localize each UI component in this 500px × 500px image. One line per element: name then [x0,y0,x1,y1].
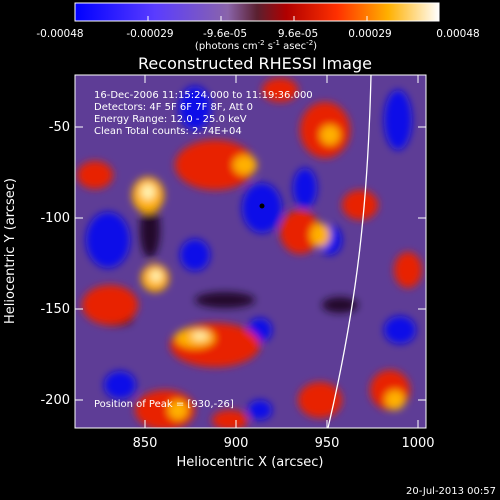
info-block: 16-Dec-2006 11:15:24.000 to 11:19:36.000… [94,90,313,137]
info-time-range: 16-Dec-2006 11:15:24.000 to 11:19:36.000 [94,90,313,101]
info-energy-range: Energy Range: 12.0 - 25.0 keV [94,114,247,125]
plot-frame [74,74,427,429]
info-detectors: Detectors: 4F 5F 6F 7F 8F, Att 0 [94,102,253,113]
x-axis-title: Heliocentric X (arcsec) [177,455,324,470]
colorbar-tick-label: -0.00029 [126,28,173,40]
y-tick-label: -50 [49,120,70,135]
colorbar: -0.00048 -0.00029 -9.6e-05 9.6e-05 0.000… [36,2,480,52]
footer-timestamp: 20-Jul-2013 00:57 [406,486,496,497]
y-tick-label: -200 [40,393,70,408]
x-tick-label: 950 [315,436,340,451]
colorbar-tick-label: 9.6e-05 [278,28,318,40]
peak-marker [259,203,265,209]
info-counts: Clean Total counts: 2.74E+04 [94,126,242,137]
colorbar-tick-label: -9.6e-05 [203,28,247,40]
colorbar-ticks [74,16,440,21]
colorbar-tick-label: 0.00048 [436,28,479,40]
x-tick-label: 900 [224,436,249,451]
axis-ticks [75,75,426,428]
solar-limb [327,75,372,428]
colorbar-tick-label: 0.00029 [348,28,391,40]
peak-position-label: Position of Peak = [930,-26] [94,399,234,410]
rhessi-image [75,75,426,428]
colorbar-unit-label: (photons cm-2 s-1 asec-2) [195,39,317,52]
x-tick-label: 850 [133,436,158,451]
plot-title: Reconstructed RHESSI Image [138,54,372,73]
y-tick-label: -100 [40,211,70,226]
x-tick-label: 1000 [401,436,434,451]
colorbar-tick-label: -0.00048 [36,28,83,40]
y-tick-label: -150 [40,302,70,317]
y-axis-title: Heliocentric Y (arcsec) [3,178,18,324]
